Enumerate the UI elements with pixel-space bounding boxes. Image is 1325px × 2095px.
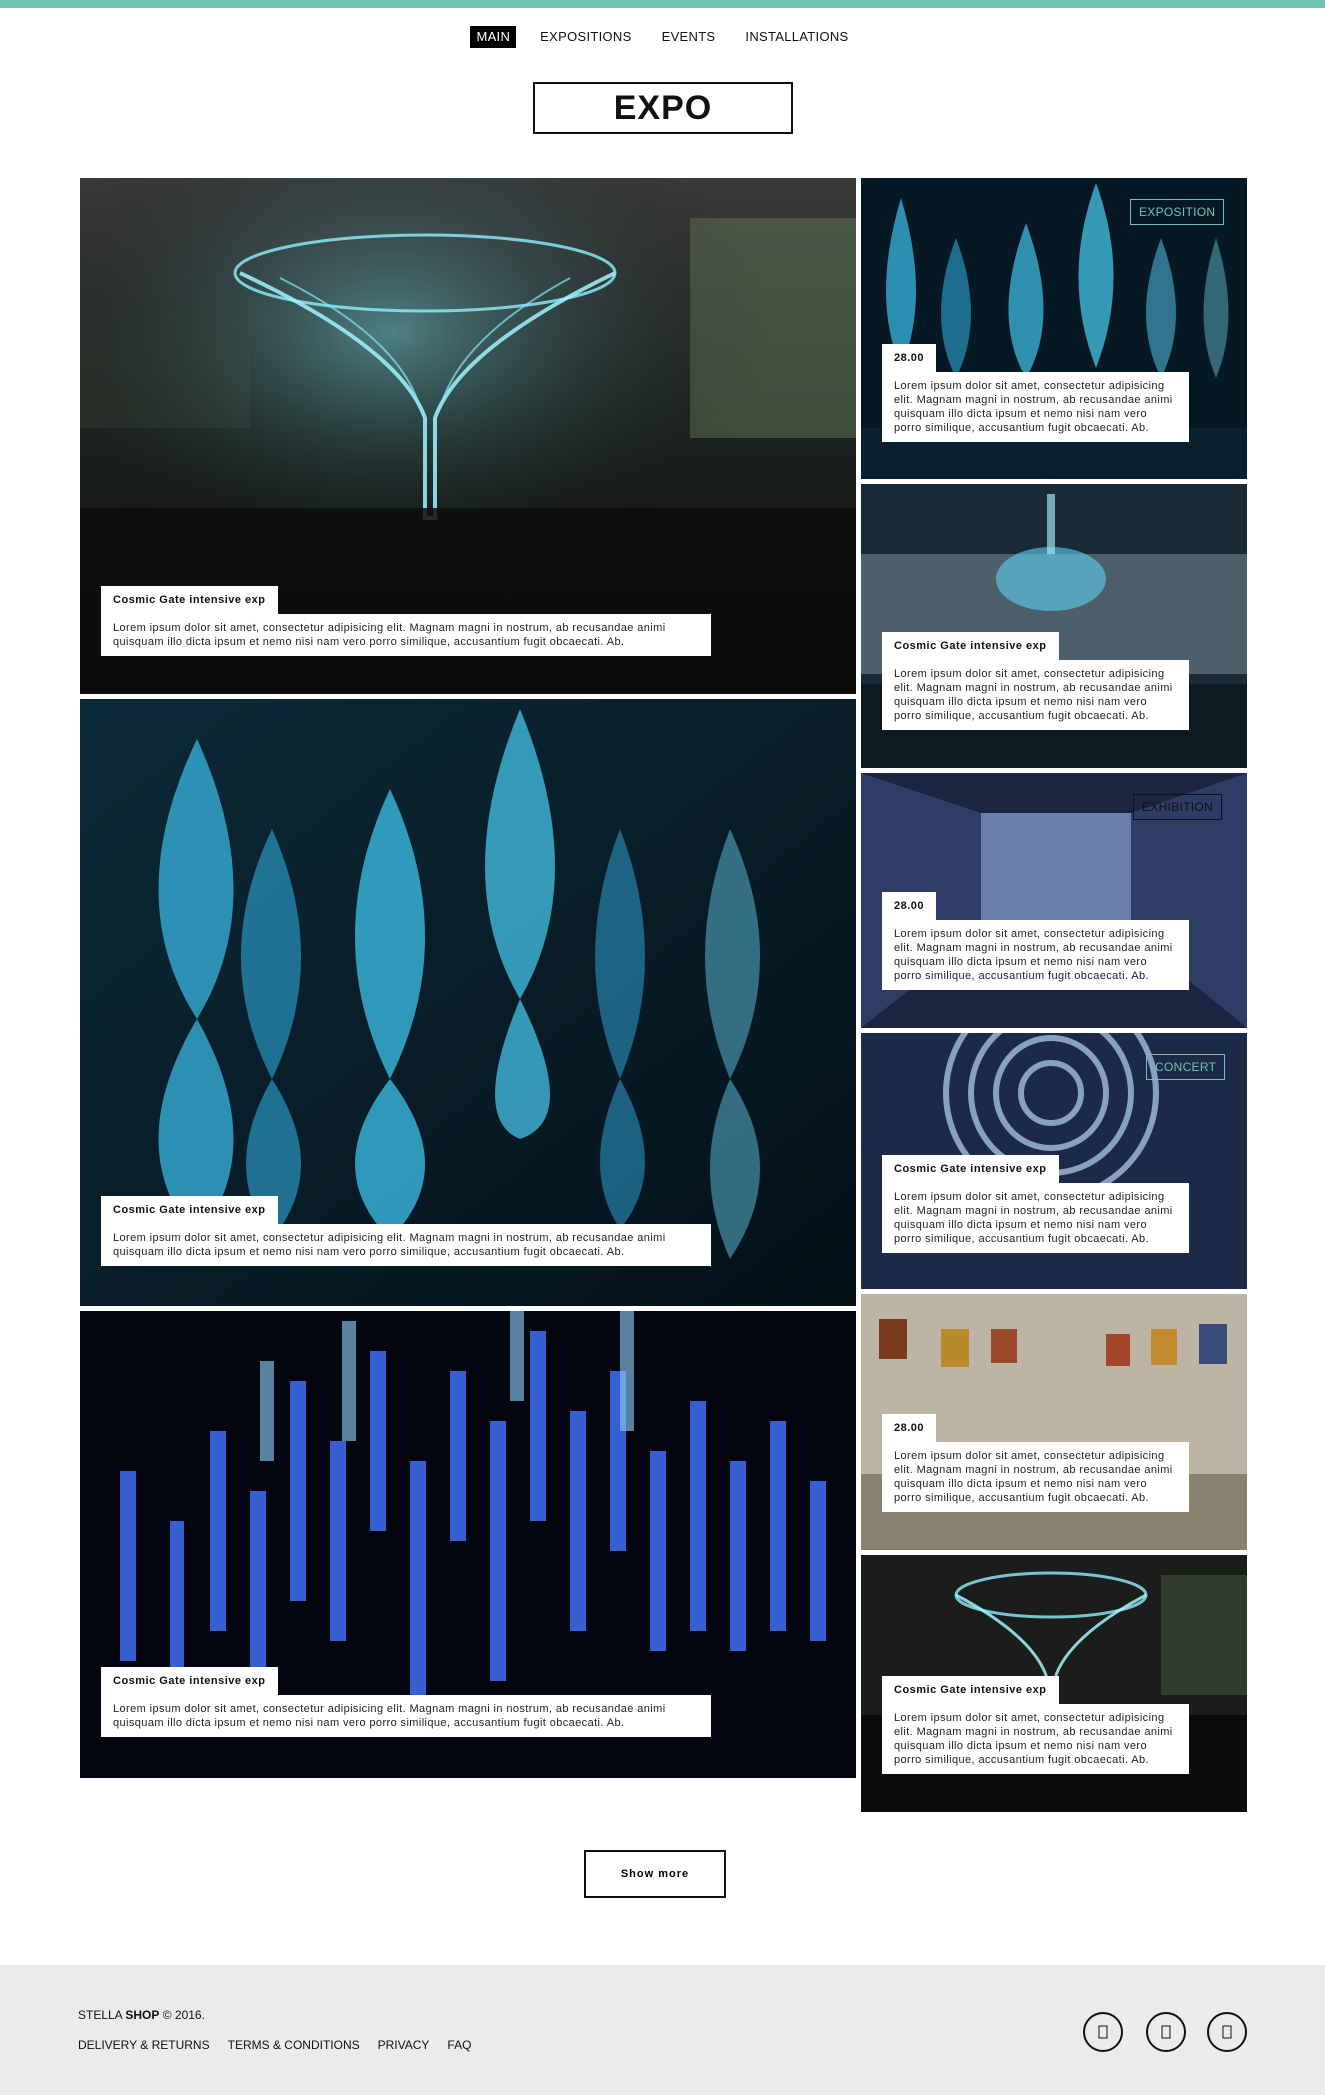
category-tag[interactable]: EXPOSITION <box>1130 199 1225 225</box>
footer-links: DELIVERY & RETURNS TERMS & CONDITIONS PR… <box>78 2038 471 2052</box>
side-tile-1[interactable]: EXPOSITION 28.00 Lorem ipsum dolor sit a… <box>861 178 1247 479</box>
feature-tile-2[interactable]: Cosmic Gate intensive exp Lorem ipsum do… <box>80 699 856 1306</box>
nav-main[interactable]: MAIN <box>470 26 517 48</box>
nav-events[interactable]: EVENTS <box>661 29 716 44</box>
tile-title: Cosmic Gate intensive exp <box>882 1155 1059 1183</box>
footer-link-privacy[interactable]: PRIVACY <box>377 2038 430 2052</box>
tile-description: Lorem ipsum dolor sit amet, consectetur … <box>882 1183 1189 1253</box>
instagram-glyph-icon <box>1222 2025 1232 2039</box>
category-tag[interactable]: CONCERT <box>1146 1054 1226 1080</box>
footer-link-delivery[interactable]: DELIVERY & RETURNS <box>78 2038 210 2052</box>
twitter-icon[interactable] <box>1146 2012 1186 2052</box>
tile-title: Cosmic Gate intensive exp <box>101 1667 278 1695</box>
tile-description: Lorem ipsum dolor sit amet, consectetur … <box>882 920 1189 990</box>
main-nav: MAIN EXPOSITIONS EVENTS INSTALLATIONS <box>0 26 1325 48</box>
nav-expositions[interactable]: EXPOSITIONS <box>540 29 632 44</box>
instagram-icon[interactable] <box>1207 2012 1247 2052</box>
tile-title: Cosmic Gate intensive exp <box>882 632 1059 660</box>
tile-description: Lorem ipsum dolor sit amet, consectetur … <box>882 660 1189 730</box>
tile-price: 28.00 <box>882 1414 937 1442</box>
tile-description: Lorem ipsum dolor sit amet, consectetur … <box>101 1224 711 1266</box>
side-tile-2[interactable]: Cosmic Gate intensive exp Lorem ipsum do… <box>861 484 1247 768</box>
copyright: STELLA SHOP © 2016. <box>78 2008 205 2022</box>
brand-name: STELLA <box>78 2008 123 2022</box>
copyright-year: © 2016. <box>162 2008 205 2022</box>
tile-title: Cosmic Gate intensive exp <box>101 1196 278 1224</box>
tile-title: Cosmic Gate intensive exp <box>882 1676 1059 1704</box>
tile-description: Lorem ipsum dolor sit amet, consectetur … <box>882 372 1189 442</box>
tile-description: Lorem ipsum dolor sit amet, consectetur … <box>101 614 711 656</box>
nav-installations[interactable]: INSTALLATIONS <box>745 29 849 44</box>
footer-link-terms[interactable]: TERMS & CONDITIONS <box>227 2038 360 2052</box>
site-logo[interactable]: EXPO <box>533 82 793 134</box>
side-tile-4[interactable]: CONCERT Cosmic Gate intensive exp Lorem … <box>861 1033 1247 1289</box>
twitter-glyph-icon <box>1161 2025 1171 2039</box>
footer <box>0 1965 1325 2095</box>
brand-suffix: SHOP <box>125 2008 160 2022</box>
tile-description: Lorem ipsum dolor sit amet, consectetur … <box>101 1695 711 1737</box>
category-tag[interactable]: EXHIBITION <box>1133 794 1223 820</box>
side-tile-3[interactable]: EXHIBITION 28.00 Lorem ipsum dolor sit a… <box>861 773 1247 1028</box>
tile-description: Lorem ipsum dolor sit amet, consectetur … <box>882 1442 1189 1512</box>
show-more-button[interactable]: Show more <box>584 1850 726 1898</box>
top-accent-bar <box>0 0 1325 8</box>
side-tile-6[interactable]: Cosmic Gate intensive exp Lorem ipsum do… <box>861 1555 1247 1812</box>
tile-title: Cosmic Gate intensive exp <box>101 586 278 614</box>
tile-description: Lorem ipsum dolor sit amet, consectetur … <box>882 1704 1189 1774</box>
footer-link-faq[interactable]: FAQ <box>447 2038 472 2052</box>
facebook-icon[interactable] <box>1083 2012 1123 2052</box>
facebook-glyph-icon <box>1098 2025 1108 2039</box>
feature-tile-1[interactable]: Cosmic Gate intensive exp Lorem ipsum do… <box>80 178 856 694</box>
feature-tile-3[interactable]: Cosmic Gate intensive exp Lorem ipsum do… <box>80 1311 856 1778</box>
tile-price: 28.00 <box>882 892 937 920</box>
side-tile-5[interactable]: 28.00 Lorem ipsum dolor sit amet, consec… <box>861 1294 1247 1550</box>
tile-price: 28.00 <box>882 344 937 372</box>
